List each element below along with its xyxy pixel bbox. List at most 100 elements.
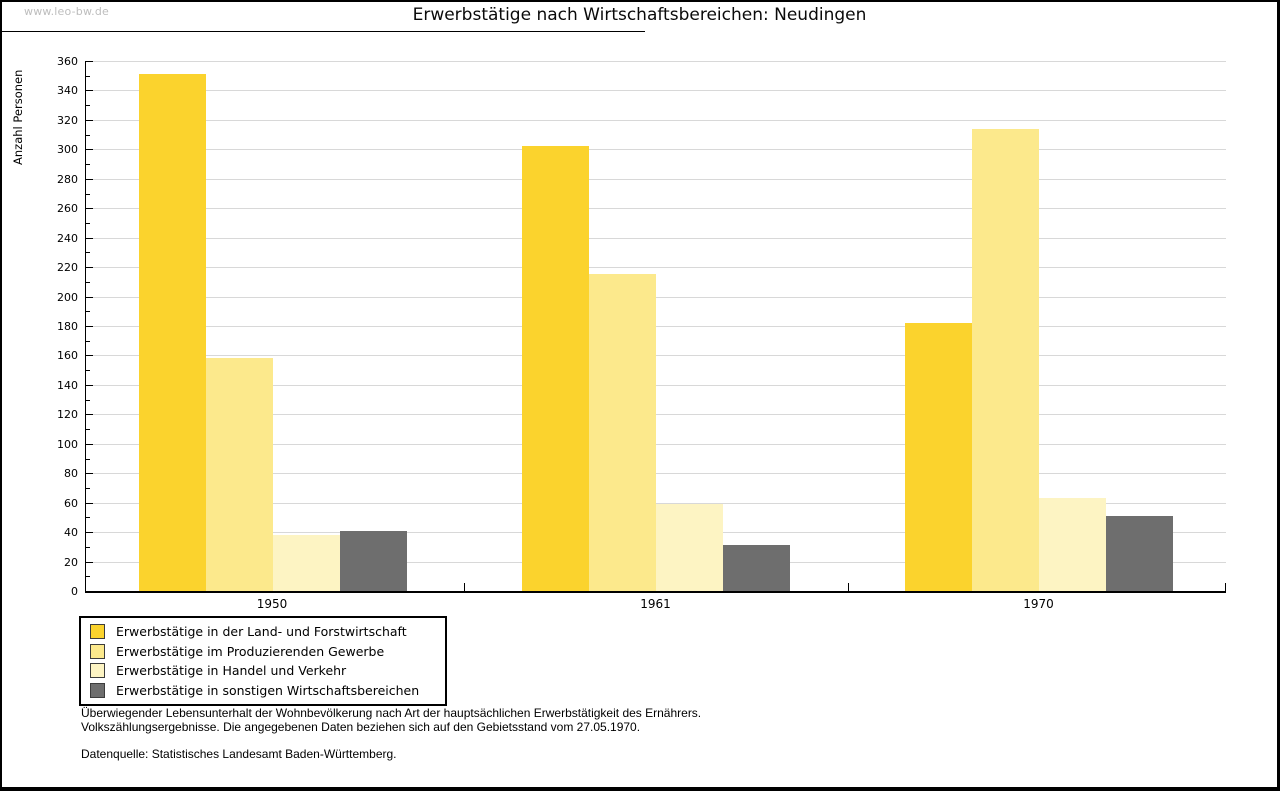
y-major-tick [86, 502, 93, 504]
y-tick-label: 140 [57, 378, 78, 392]
x-axis-tick [464, 583, 465, 591]
y-major-tick [86, 267, 93, 269]
data-source-text: Datenquelle: Statistisches Landesamt Bad… [81, 747, 397, 761]
bar-1961-series3 [656, 504, 723, 591]
y-minor-tick [86, 105, 90, 107]
gridline [86, 208, 1226, 210]
y-tick-label: 320 [57, 113, 78, 127]
gridline [86, 326, 1226, 327]
legend-swatch-icon [90, 663, 105, 679]
y-minor-tick [86, 429, 90, 431]
y-minor-tick [86, 546, 90, 548]
y-tick-label: 360 [57, 55, 78, 68]
y-tick-label: 60 [64, 496, 78, 510]
bar-1950-series1 [139, 74, 206, 591]
bar-1961-series2 [589, 274, 656, 591]
y-tick-label: 340 [57, 84, 78, 98]
legend-label: Erwerbstätige in sonstigen Wirtschaftsbe… [116, 682, 420, 698]
legend-item: Erwerbstätige in Handel und Verkehr [90, 661, 445, 681]
y-minor-tick [86, 576, 90, 578]
plot-area [85, 61, 1226, 593]
y-minor-tick [86, 458, 90, 460]
y-minor-tick [86, 370, 90, 372]
bar-1950-series2 [206, 358, 273, 591]
chart-title: Erwerbstätige nach Wirtschaftsbereichen:… [412, 5, 867, 25]
y-minor-tick [86, 222, 90, 224]
x-category-label: 1961 [640, 597, 671, 611]
legend-item: Erwerbstätige im Produzierenden Gewerbe [90, 642, 445, 662]
y-minor-tick [86, 281, 90, 283]
legend-item: Erwerbstätige in der Land- und Forstwirt… [90, 622, 445, 642]
y-minor-tick [86, 487, 90, 489]
y-tick-label: 240 [57, 231, 78, 245]
gridline [86, 90, 1226, 92]
gridline [86, 443, 1226, 445]
gridline [86, 237, 1226, 239]
y-major-tick [86, 296, 93, 298]
y-major-tick [86, 443, 93, 445]
y-tick-label: 120 [57, 408, 78, 422]
footnote-line-2: Volkszählungsergebnisse. Die angegebenen… [81, 720, 641, 734]
y-major-tick [86, 532, 93, 534]
bar-1950-series3 [273, 535, 340, 591]
title-separator [2, 31, 645, 32]
y-major-tick [86, 178, 93, 180]
gridline [86, 384, 1226, 386]
gridline [86, 414, 1226, 416]
legend-box: Erwerbstätige in der Land- und Forstwirt… [79, 616, 447, 706]
y-major-tick [86, 414, 93, 416]
y-axis-title: Anzahl Personen [11, 69, 25, 165]
y-major-tick [86, 208, 93, 210]
y-major-tick [86, 355, 93, 357]
gridline [86, 502, 1226, 504]
x-category-label: 1950 [256, 597, 288, 611]
bar-1970-series4 [1106, 515, 1173, 591]
y-major-tick [86, 61, 93, 62]
gridline [86, 473, 1226, 475]
y-tick-label: 160 [57, 349, 78, 363]
y-minor-tick [86, 75, 90, 77]
footnote-line-1: Überwiegender Lebensunterhalt der Wohnbe… [81, 706, 702, 720]
bar-1961-series4 [723, 545, 790, 591]
legend-swatch-icon [90, 624, 105, 640]
y-major-tick [86, 384, 93, 386]
y-tick-label: 180 [57, 320, 78, 333]
y-minor-tick [86, 134, 90, 136]
y-tick-label: 100 [57, 437, 78, 451]
footnote-text: Überwiegender Lebensunterhalt der Wohnbe… [81, 706, 701, 734]
y-tick-label: 200 [57, 290, 78, 304]
y-tick-label: 0 [71, 585, 78, 598]
y-major-tick [86, 326, 93, 327]
y-tick-label: 220 [57, 261, 78, 275]
gridline [86, 296, 1226, 298]
bar-1950-series4 [340, 530, 407, 591]
y-minor-tick [86, 193, 90, 195]
bar-1970-series3 [1039, 498, 1106, 591]
legend-label: Erwerbstätige im Produzierenden Gewerbe [116, 643, 385, 659]
y-minor-tick [86, 311, 90, 313]
x-axis-tick [848, 583, 849, 591]
y-major-tick [86, 119, 93, 121]
gridline [86, 149, 1226, 151]
legend-swatch-icon [90, 643, 105, 659]
bar-1970-series1 [905, 323, 972, 591]
x-axis-tick [1225, 583, 1226, 591]
y-minor-tick [86, 399, 90, 401]
legend-swatch-icon [90, 682, 105, 698]
watermark-link: www.leo-bw.de [24, 5, 110, 18]
gridline [86, 61, 1226, 62]
bar-1970-series2 [972, 128, 1039, 591]
y-major-tick [86, 561, 93, 563]
y-tick-label: 80 [64, 467, 78, 481]
legend-label: Erwerbstätige in der Land- und Forstwirt… [116, 624, 407, 640]
gridline [86, 178, 1226, 180]
y-tick-label: 40 [64, 526, 78, 540]
y-major-tick [86, 237, 93, 239]
legend-item: Erwerbstätige in sonstigen Wirtschaftsbe… [90, 681, 445, 701]
bar-1961-series1 [522, 146, 589, 591]
y-tick-label: 300 [57, 143, 78, 157]
y-tick-label: 280 [57, 172, 78, 186]
x-category-label: 1970 [1023, 597, 1054, 611]
legend-label: Erwerbstätige in Handel und Verkehr [116, 663, 347, 679]
